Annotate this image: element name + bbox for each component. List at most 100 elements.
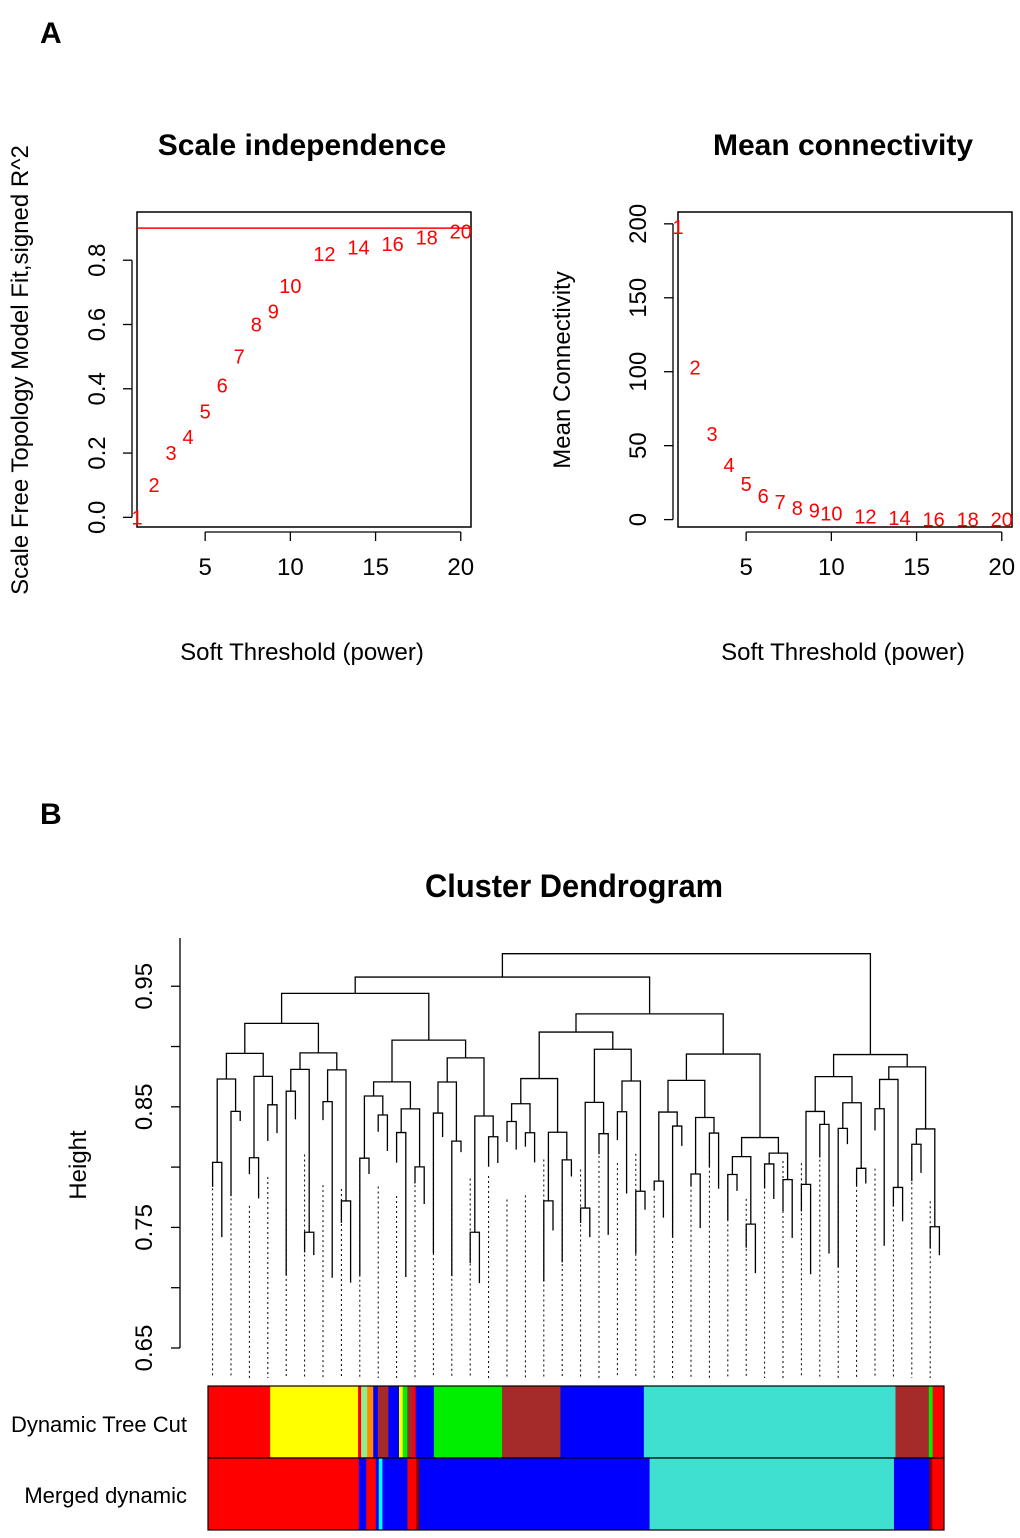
dendrogram-branch [805,1110,826,1185]
dendrogram-branch [451,1140,462,1277]
dendrogram-branch [763,1163,775,1200]
dendrogram-branch [731,1155,752,1225]
cluster-dendrogram: Cluster Dendrogram Height 0.65 0.75 0.85 0.… [11,868,945,1531]
dendrogram-branch [819,1123,830,1254]
data-point-label: 5 [200,401,211,423]
module-color-block [929,1458,933,1530]
chart-title: Scale independence [158,129,446,162]
data-point-label: 14 [347,237,369,259]
dendrogram-branch [782,1178,793,1238]
x-tick-label: 5 [198,554,211,581]
dendrogram-branch [658,1111,678,1182]
module-color-block [208,1458,360,1530]
module-row-border [207,1457,945,1531]
dendrogram-branch [671,1125,683,1238]
data-point-label: 5 [741,474,752,496]
dendrogram-branch [303,1231,315,1256]
module-color-block [419,1458,651,1530]
data-point-label: 4 [724,455,735,477]
module-color-block [932,1458,945,1530]
data-point-label: 4 [183,427,194,449]
dendrogram-branch [855,1167,867,1186]
dendrogram-branch [745,1223,757,1274]
module-color-block [270,1386,359,1458]
dendrogram-branch [510,1103,531,1133]
module-color-block [377,1386,389,1458]
dendrogram-branch [768,1152,789,1180]
dendrogram-branch [929,1226,941,1256]
dendrogram-branch [621,1080,642,1192]
module-color-block [358,1386,362,1458]
dendrogram-branch [322,1100,333,1278]
data-point-label: 10 [279,276,301,298]
dendrogram-branch [354,976,651,1014]
data-point-label: 10 [820,504,842,526]
x-axis-label: Soft Threshold (power) [721,639,965,666]
dendrogram-branch [267,1104,278,1141]
y-tick-label: 0.95 [131,963,158,1010]
dendrogram-branch [506,1120,517,1150]
data-point-label: 20 [991,510,1013,532]
dendrogram-branch [225,1052,264,1079]
dendrogram-branch [892,1186,904,1222]
data-point-label: 20 [450,221,472,243]
y-tick-label: 0.65 [131,1325,158,1372]
scale-independence-chart: Scale independence Soft Threshold (power… [7,129,474,666]
dendrogram-branch [524,1132,536,1163]
dendrogram-branch [377,1114,389,1152]
y-tick-label: 200 [625,204,652,244]
dendrogram-branch [543,1200,554,1282]
module-color-block [895,1386,930,1458]
dendrogram-branch [469,1231,481,1284]
x-tick-label: 20 [447,554,474,581]
data-point-label: 12 [854,507,876,529]
dendrogram-branch [248,1157,260,1199]
dendrogram-branch [593,1048,632,1103]
dendrogram-title: Cluster Dendrogram [425,868,723,904]
data-point-label: 14 [888,508,910,530]
dendrogram-branch [520,1077,559,1133]
dendrogram-branch [501,953,872,1055]
dendrogram-branch [253,1075,274,1158]
dendrogram-branch [285,1090,297,1276]
module-color-block [502,1386,561,1458]
dendrogram-branch [474,1115,494,1233]
dendrogram-branch [290,1068,310,1233]
data-point-label: 1 [131,507,142,529]
dendrogram-branch [685,1053,761,1138]
data-point-label: 8 [251,315,262,337]
y-tick-label: 0.6 [84,308,111,341]
dendrogram-branch [244,1022,320,1054]
row-label-merged-dynamic: Merged dynamic [24,1483,187,1508]
data-point-label: 8 [792,498,803,520]
dendrogram-branch [299,1052,338,1070]
y-tick-label: 100 [625,352,652,392]
module-color-block [375,1458,380,1530]
data-point-label: 3 [707,424,718,446]
dendrogram-branch [561,1159,573,1263]
chart-title: Mean connectivity [713,129,973,162]
module-color-block [373,1386,379,1458]
data-point-label: 16 [381,234,403,256]
dendrogram-branch [690,1173,701,1229]
y-tick-label: 0.4 [84,372,111,405]
dendrogram-branch [359,1157,370,1276]
dendrogram-branch [372,1081,412,1109]
dendrogram-branch [487,1136,499,1167]
module-color-block [358,1458,367,1530]
dendrogram-branch [538,1031,614,1079]
module-color-block [407,1458,417,1530]
y-tick-label: 0.0 [84,501,111,534]
dendrogram-branch [832,1053,908,1077]
dendrogram-branch [575,1013,724,1055]
x-tick-label: 15 [903,554,930,581]
data-point-label: 18 [416,228,438,250]
dendrogram-branch [740,1136,780,1157]
x-tick-label: 15 [362,554,389,581]
dendrogram-branch [616,1111,628,1194]
data-point-label: 2 [148,475,159,497]
dendrogram-branch [888,1066,927,1129]
dendrogram-branch [216,1078,237,1163]
dendrogram-branch [446,1057,485,1116]
